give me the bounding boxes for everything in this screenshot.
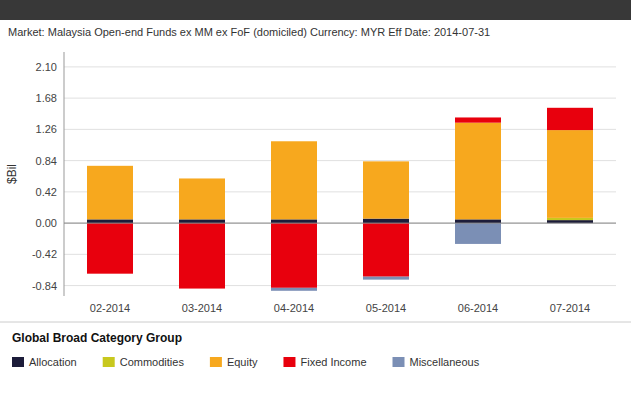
legend-entry: Commodities <box>120 356 185 368</box>
bar-segment <box>547 130 593 218</box>
bar-segment <box>271 223 317 288</box>
bar-segment <box>363 277 409 280</box>
chart: Market: Malaysia Open-end Funds ex MM ex… <box>0 0 631 401</box>
bar-segment <box>455 223 501 244</box>
y-tick-label: 1.68 <box>36 92 57 104</box>
bar-segment <box>455 123 501 220</box>
grid-line <box>64 66 616 67</box>
y-tick-label: 2.10 <box>36 61 57 73</box>
legend-entry: Allocation <box>29 356 77 368</box>
y-tick-label: 0.00 <box>36 217 57 229</box>
bar-segment <box>455 219 501 223</box>
header-bar <box>0 0 631 20</box>
x-tick-label: 02-2014 <box>90 302 130 314</box>
bar-segment <box>363 223 409 277</box>
y-axis-label: $Bil <box>5 164 19 184</box>
legend-swatch <box>283 357 295 367</box>
bars <box>87 108 593 291</box>
grid-line <box>64 223 616 224</box>
x-tick-label: 06-2014 <box>458 302 498 314</box>
legend-entry: Equity <box>227 356 258 368</box>
y-axis-line <box>64 52 65 296</box>
legend-entry: Fixed Income <box>300 356 366 368</box>
bar-segment <box>547 218 593 220</box>
grid-line <box>64 191 616 192</box>
grid-line <box>64 285 616 286</box>
bar-segment <box>87 219 133 223</box>
bar-segment <box>179 223 225 288</box>
grid-line <box>64 129 616 130</box>
bar-segment <box>271 141 317 219</box>
grid <box>64 67 616 286</box>
grid-line <box>64 254 616 255</box>
y-tick-label: 0.42 <box>36 186 57 198</box>
bar-segment <box>363 219 409 223</box>
separator <box>0 322 631 323</box>
legend: Global Broad Category Group Allocation Com… <box>12 331 480 368</box>
bar-segment <box>547 108 593 130</box>
grid-line <box>64 160 616 161</box>
bar-segment <box>87 166 133 220</box>
bar-segment <box>455 117 501 122</box>
legend-swatch <box>12 357 24 367</box>
y-tick-label: 0.84 <box>36 155 57 167</box>
bar-segment <box>179 178 225 219</box>
grid-line <box>64 98 616 99</box>
legend-swatch <box>210 357 222 367</box>
y-tick-label: -0.42 <box>32 248 57 260</box>
y-tick-label: 1.26 <box>36 123 57 135</box>
x-tick-label: 07-2014 <box>550 302 590 314</box>
bar-segment <box>271 288 317 291</box>
x-tick-label: 05-2014 <box>366 302 406 314</box>
y-tick-label: -0.84 <box>32 280 57 292</box>
legend-entry: Miscellaneous <box>410 356 480 368</box>
bar-segment <box>271 219 317 223</box>
bar-segment <box>87 165 133 166</box>
zero-line <box>64 223 616 224</box>
bar-segment <box>87 223 133 274</box>
bar-segment <box>363 161 409 218</box>
bar-segment <box>179 178 225 179</box>
legend-title: Global Broad Category Group <box>12 331 182 345</box>
legend-swatch <box>393 357 405 367</box>
legend-swatch <box>103 357 115 367</box>
x-tick-label: 03-2014 <box>182 302 222 314</box>
x-tick-label: 04-2014 <box>274 302 314 314</box>
bar-segment <box>179 219 225 223</box>
title: Market: Malaysia Open-end Funds ex MM ex… <box>8 26 490 38</box>
bar-segment <box>547 107 593 108</box>
